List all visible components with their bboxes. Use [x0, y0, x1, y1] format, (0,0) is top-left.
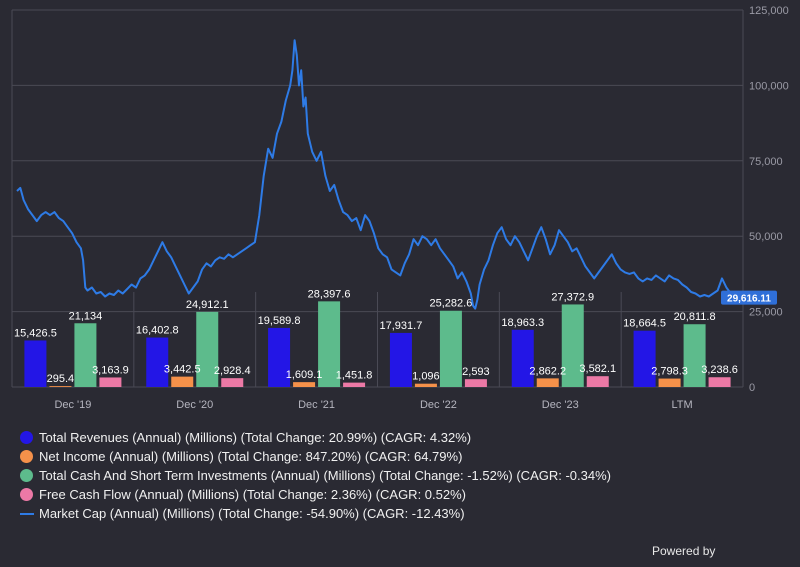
y-tick-label: 125,000	[749, 5, 789, 17]
bar-data-label: 1,096	[412, 371, 440, 383]
powered-by: Powered by	[652, 544, 716, 558]
y-tick-label: 100,000	[749, 80, 789, 92]
bar-data-label: 17,931.7	[380, 320, 423, 332]
legend-item-market-cap[interactable]: Market Cap (Annual) (Millions) (Total Ch…	[20, 504, 611, 523]
legend-dot-cash	[20, 469, 33, 482]
bar	[414, 383, 437, 387]
bar-data-label: 295.4	[47, 373, 75, 385]
x-tick-label: Dec '21	[298, 399, 335, 411]
legend-label-net-income: Net Income (Annual) (Millions) (Total Ch…	[39, 449, 463, 464]
y-tick-label: 25,000	[749, 307, 783, 319]
bar-data-label: 15,426.5	[14, 327, 57, 339]
legend-label-fcf: Free Cash Flow (Annual) (Millions) (Tota…	[39, 487, 466, 502]
market-cap-line	[16, 39, 734, 310]
bar-data-label: 1,451.8	[336, 370, 373, 382]
bar-data-label: 27,372.9	[551, 291, 594, 303]
bar-data-label: 3,582.1	[579, 363, 616, 375]
bar-data-label: 2,928.4	[214, 365, 251, 377]
bar	[318, 301, 341, 387]
legend: Total Revenues (Annual) (Millions) (Tota…	[20, 428, 611, 523]
chart: 15,426.5 295.4 21,134 3,163.9 16,402.8 3,442.…	[11, 5, 789, 411]
legend-item-revenues[interactable]: Total Revenues (Annual) (Millions) (Tota…	[20, 428, 611, 447]
legend-dot-fcf	[20, 488, 33, 501]
y-tick-label: 50,000	[749, 231, 783, 243]
legend-item-cash[interactable]: Total Cash And Short Term Investments (A…	[20, 466, 611, 485]
legend-dot-net-income	[20, 450, 33, 463]
bar	[708, 377, 731, 387]
last-value-label: 29,616.11	[727, 294, 771, 305]
bar-data-label: 3,238.6	[701, 364, 738, 376]
legend-label-cash: Total Cash And Short Term Investments (A…	[39, 468, 611, 483]
x-tick-label: Dec '20	[176, 399, 213, 411]
legend-item-net-income[interactable]: Net Income (Annual) (Millions) (Total Ch…	[20, 447, 611, 466]
bar	[221, 378, 244, 387]
x-tick-label: Dec '22	[420, 399, 457, 411]
bar	[49, 386, 72, 387]
bar	[74, 323, 97, 387]
y-tick-label: 0	[749, 382, 755, 394]
legend-dot-revenues	[20, 431, 33, 444]
bar	[171, 376, 194, 387]
bars	[24, 301, 731, 387]
bar-data-label: 16,402.8	[136, 325, 179, 337]
bar-data-label: 28,397.6	[308, 288, 351, 300]
bar	[633, 330, 656, 387]
x-tick-label: Dec '23	[542, 399, 579, 411]
x-tick-label: Dec '19	[54, 399, 91, 411]
bar-data-label: 24,912.1	[186, 299, 229, 311]
legend-label-market-cap: Market Cap (Annual) (Millions) (Total Ch…	[39, 506, 465, 521]
bar	[536, 378, 559, 387]
axes: 0 25,000 50,000 75,000 100,000 125,000 Dec '19…	[54, 5, 788, 411]
bar-data-label: 18,664.5	[623, 318, 666, 330]
bar	[293, 382, 316, 387]
bar	[561, 304, 584, 387]
gridlines	[11, 9, 744, 388]
x-tick-label: LTM	[671, 399, 692, 411]
market-cap-line-path	[16, 39, 734, 310]
legend-label-revenues: Total Revenues (Annual) (Millions) (Tota…	[39, 430, 472, 445]
bar-data-label: 3,163.9	[92, 364, 129, 376]
last-value-badge	[721, 290, 777, 305]
bar	[146, 337, 169, 387]
bar	[24, 340, 47, 387]
bar	[586, 376, 609, 387]
bar	[683, 324, 706, 387]
bar	[464, 379, 487, 387]
bar	[99, 377, 122, 387]
bar-data-label: 2,593	[462, 366, 490, 378]
bar-data-label: 19,589.8	[258, 315, 301, 327]
bar	[658, 378, 681, 387]
bar	[196, 311, 219, 387]
bar	[343, 382, 366, 387]
legend-swatch-market-cap	[20, 512, 34, 515]
bar-data-label: 1,609.1	[286, 369, 323, 381]
bar-labels: 15,426.5 295.4 21,134 3,163.9 16,402.8 3,442.…	[14, 288, 738, 385]
y-tick-label: 75,000	[749, 156, 783, 168]
bar-data-label: 20,811.8	[674, 311, 716, 323]
bar	[268, 327, 291, 387]
bar-data-label: 21,134	[69, 310, 103, 322]
bar-data-label: 2,798.3	[651, 366, 688, 378]
bar	[389, 332, 412, 387]
bar	[511, 329, 534, 387]
bar-data-label: 18,963.3	[501, 317, 544, 329]
bar-data-label: 25,282.6	[430, 298, 473, 310]
bar-data-label: 3,442.5	[164, 364, 201, 376]
legend-item-fcf[interactable]: Free Cash Flow (Annual) (Millions) (Tota…	[20, 485, 611, 504]
bar-data-label: 2,862.2	[529, 365, 566, 377]
bar	[439, 310, 462, 387]
